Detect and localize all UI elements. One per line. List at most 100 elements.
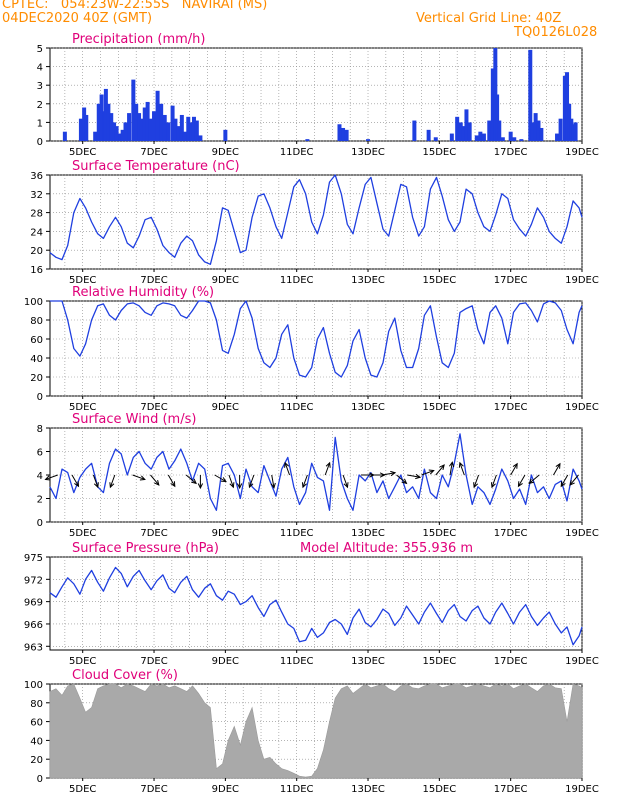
wind-arrow-shaft [150, 474, 160, 486]
wind-arrow-head [512, 462, 518, 469]
wind-arrow-shaft [167, 474, 176, 487]
wind-arrow [248, 474, 255, 489]
wind-arrow-head [390, 470, 397, 477]
x-tick-label: 9DEC [212, 656, 239, 667]
precip-bar [433, 137, 438, 141]
precip-bar [198, 135, 203, 141]
wind-arrow-shaft [560, 474, 569, 487]
humidity-frame [49, 300, 583, 397]
x-tick-label: 17DEC [494, 528, 528, 539]
wind-arrow-shaft [382, 472, 396, 476]
precip-bar [139, 118, 144, 141]
wind-arrow-head [555, 462, 561, 469]
wind-arrow-head [301, 482, 307, 489]
precip-bar [148, 118, 153, 141]
precip-bar [131, 79, 136, 141]
precip-bar [426, 129, 431, 141]
precip-bar [189, 122, 194, 141]
precip-bar [565, 72, 570, 141]
wind-arrow [270, 474, 276, 489]
precip-bar [490, 68, 495, 141]
wind-arrow [167, 474, 176, 488]
wind-arrow-head [74, 481, 80, 488]
x-tick-label: 11DEC [280, 784, 314, 795]
model-code-label: TQ0126L028 [514, 25, 598, 40]
x-tick-label: 7DEC [140, 275, 167, 286]
y-tick-label: 100 [24, 297, 43, 308]
wind-arrow [528, 474, 540, 485]
x-tick-label: 19DEC [565, 656, 599, 667]
wind-arrow [71, 474, 80, 488]
precip-bar [455, 116, 460, 141]
x-tick-label: 11DEC [280, 528, 314, 539]
x-tick-label: 19DEC [565, 528, 599, 539]
wind-arrow-head [191, 478, 197, 485]
wind-arrow-head [237, 483, 243, 490]
x-tick-label: 11DEC [280, 147, 314, 158]
wind-arrow-shaft [421, 470, 434, 476]
precip-bar [96, 103, 101, 141]
wind-arrow-head [560, 481, 566, 488]
wind-arrow-shaft [510, 463, 518, 476]
precip-title: Precipitation (mm/h) [72, 32, 205, 47]
precip-bar [366, 139, 371, 141]
precip-bar [481, 133, 486, 141]
wind-arrow-shaft [407, 474, 421, 478]
x-tick-label: 5DEC [69, 147, 96, 158]
precip-bar [123, 122, 128, 141]
wind-arrow-shaft [491, 474, 497, 488]
precip-bar [166, 122, 171, 141]
wind-arrow [407, 473, 422, 480]
wind-arrow-head [490, 482, 496, 489]
pressure-line [49, 566, 583, 646]
precip-bar [162, 114, 167, 141]
y-tick-label: 40 [30, 354, 43, 365]
precip-bar [191, 116, 196, 141]
wind-arrow-shaft [109, 474, 116, 488]
wind-arrow-shaft [248, 474, 255, 488]
y-tick-label: 80 [30, 316, 43, 327]
wind-arrow [553, 462, 561, 476]
station-label: CPTEC: 054:23W-22:55S NAVIRAI (MS) [2, 0, 268, 12]
x-tick-label: 17DEC [494, 275, 528, 286]
wind-arrow-head [439, 464, 445, 471]
x-tick-label: 13DEC [351, 656, 385, 667]
wind-arrow [237, 475, 243, 490]
precip-bar [528, 49, 533, 141]
wind-arrow [490, 474, 497, 489]
precip-bar [223, 129, 228, 141]
wind-arrow-head [428, 469, 435, 475]
x-tick-label: 19DEC [565, 402, 599, 413]
temperature-line [49, 174, 583, 265]
precip-bar [109, 113, 114, 141]
y-tick-label: 966 [24, 620, 43, 631]
y-tick-label: 0 [37, 774, 43, 785]
precip-bar [474, 135, 479, 141]
wind-arrow-head [229, 482, 235, 489]
run-time-label: 04DEC2020 40Z (GMT) [2, 11, 153, 26]
wind-arrow [324, 461, 331, 476]
y-tick-label: 20 [30, 246, 43, 257]
wind-arrow-head [93, 482, 99, 489]
precip-panel: 0 1 2 3 4 5 5DEC 7DEC 9DEC 11DEC 13DEC 15DEC 17DEC 19… [37, 32, 599, 158]
precip-bar [84, 114, 89, 141]
y-tick-label: 972 [24, 575, 43, 586]
wind-arrow [560, 474, 569, 488]
x-tick-label: 17DEC [494, 784, 528, 795]
precip-bar [82, 107, 87, 141]
wind-arrow-head [415, 473, 422, 480]
y-tick-label: 1 [37, 118, 43, 129]
wind-arrow-head [343, 482, 349, 489]
precip-bar [127, 113, 132, 141]
wind-arrow [569, 474, 579, 486]
wind-line [49, 433, 583, 511]
wind-arrow-shaft [45, 474, 58, 480]
x-tick-label: 15DEC [422, 147, 456, 158]
pressure-panel: 963 966 969 972 975 5DEC 7DEC 9DEC 11DEC 13DEC 15D… [24, 541, 599, 667]
precip-bar [461, 126, 466, 141]
x-tick-label: 17DEC [494, 656, 528, 667]
precip-bar [467, 122, 472, 141]
humidity-line [49, 300, 583, 378]
x-tick-label: 15DEC [422, 784, 456, 795]
